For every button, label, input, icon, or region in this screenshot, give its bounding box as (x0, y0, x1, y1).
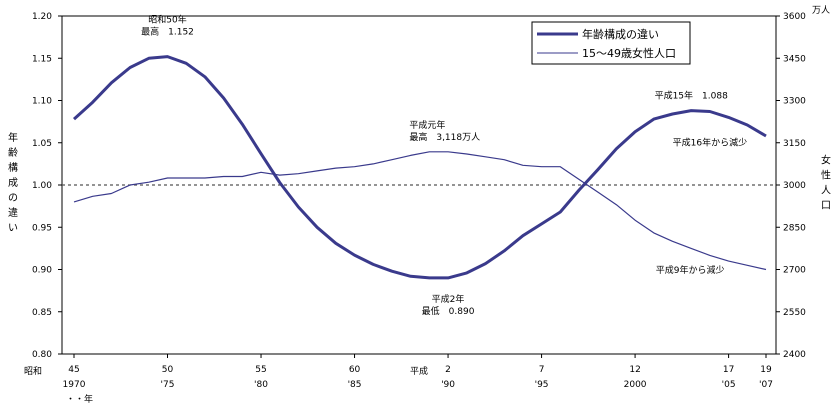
series-group (72, 55, 767, 280)
series-line-age-structure (72, 55, 767, 280)
annotation-line: 平成16年から減少 (673, 136, 747, 148)
left-tick-label: 0.95 (32, 223, 52, 233)
right-tick-label: 3300 (783, 97, 806, 107)
x-tick-label-year: '90 (441, 380, 455, 390)
right-tick-label: 2400 (783, 350, 806, 360)
svg-text:年齢構成の違い: 年齢構成の違い (8, 131, 18, 234)
annotation-line: 平成15年 1.088 (655, 90, 728, 102)
left-axis-label: 年齢構成の違い (8, 131, 18, 234)
axis-label-char: 女 (821, 154, 831, 167)
annotation-line: 昭和50年 (148, 14, 186, 26)
right-tick-label: 3450 (783, 54, 806, 64)
annotation: 平成16年から減少 (673, 136, 747, 148)
x-tick-label-year: '05 (722, 380, 736, 390)
right-tick-label: 3000 (783, 181, 806, 191)
x-tick-label-year: '75 (161, 380, 175, 390)
right-tick-label: 3150 (783, 139, 806, 149)
legend-box (531, 21, 691, 65)
annotation-line: 最高 3,118万人 (409, 131, 480, 143)
annotation-line: 平成9年から減少 (656, 264, 725, 276)
svg-text:女性人口: 女性人口 (821, 154, 831, 212)
x-tick-label-era: 2 (445, 365, 451, 375)
axis-label-char: 成 (8, 177, 18, 189)
right-axis-ticks: 2400 2550 2700 2850 3000 3150 3300 3450 3600 (776, 12, 806, 360)
left-axis-ticks: 0.80 0.85 0.90 0.95 1.00 1.05 1.10 1.15 1.20 (32, 12, 62, 360)
series-line-female-population (73, 151, 767, 271)
left-tick-label: 0.90 (32, 266, 52, 276)
x-tick-label-era: 45 (68, 365, 79, 375)
x-tick-label-year: 1970 (63, 380, 86, 390)
right-tick-label: 3600 (783, 12, 806, 22)
axis-label-char: 違 (8, 206, 18, 219)
right-tick-label: 2700 (783, 266, 806, 276)
left-tick-label: 1.05 (32, 139, 52, 149)
axis-label-char: の (8, 193, 18, 204)
right-axis-label: 女性人口 (821, 154, 831, 212)
left-tick-label: 0.80 (32, 350, 52, 360)
annotation: 平成15年 1.088 (655, 90, 728, 102)
annotation: 平成元年最高 3,118万人 (409, 119, 480, 143)
annotation-line: 平成元年 (409, 119, 445, 131)
left-tick-label: 1.20 (32, 12, 52, 22)
axis-label-char: 齢 (8, 146, 18, 159)
legend: 年齢構成の違い 15～49歳女性人口 (531, 21, 691, 65)
axis-label-char: い (8, 223, 18, 234)
x-tick-label-era: 50 (162, 365, 174, 375)
annotation-line: 最高 1.152 (141, 26, 194, 38)
legend-label-age: 年齢構成の違い (582, 27, 659, 41)
x-axis-ticks: 45 1970 50 '75 55 '80 60 '85 2 '90 7 '95 12 2000 17 '05… (63, 354, 773, 390)
axis-label-char: 口 (821, 201, 831, 212)
x-tick-label-year: '95 (535, 380, 549, 390)
axis-label-char: 構 (8, 161, 18, 174)
left-tick-label: 1.10 (32, 97, 52, 107)
left-tick-label: 0.85 (32, 308, 52, 318)
x-tick-label-year: '07 (759, 380, 773, 390)
legend-label-pop: 15～49歳女性人口 (582, 46, 676, 60)
axis-label-char: 人 (821, 185, 831, 197)
axis-label-char: 年 (8, 131, 18, 144)
annotation: 昭和50年最高 1.152 (141, 14, 194, 38)
x-tick-label-era: 7 (539, 365, 545, 375)
annotation-line: 最低 0.890 (422, 305, 475, 317)
annotation: 平成9年から減少 (656, 264, 725, 276)
x-tick-label-era: 60 (349, 365, 361, 375)
x-era-showa: 昭和 (24, 366, 42, 377)
left-tick-label: 1.15 (32, 54, 52, 64)
x-tick-label-era: 12 (629, 365, 640, 375)
x-tick-label-year: '85 (348, 380, 362, 390)
annotation: 平成2年最低 0.890 (422, 293, 475, 317)
x-era-heisei: 平成 (410, 365, 428, 377)
x-tick-label-era: 17 (723, 365, 734, 375)
right-axis-unit: 万人 (812, 5, 830, 16)
axis-label-char: 性 (821, 169, 831, 182)
x-tick-label-year: 2000 (624, 380, 647, 390)
left-tick-label: 1.00 (32, 181, 52, 191)
x-tick-label-year: '80 (254, 380, 268, 390)
x-tick-label-era: 19 (760, 365, 772, 375)
x-year-unit: ・・年 (66, 393, 93, 405)
x-tick-label-era: 55 (255, 365, 266, 375)
annotation-line: 平成2年 (432, 293, 465, 305)
right-tick-label: 2550 (783, 308, 806, 318)
right-tick-label: 2850 (783, 223, 806, 233)
